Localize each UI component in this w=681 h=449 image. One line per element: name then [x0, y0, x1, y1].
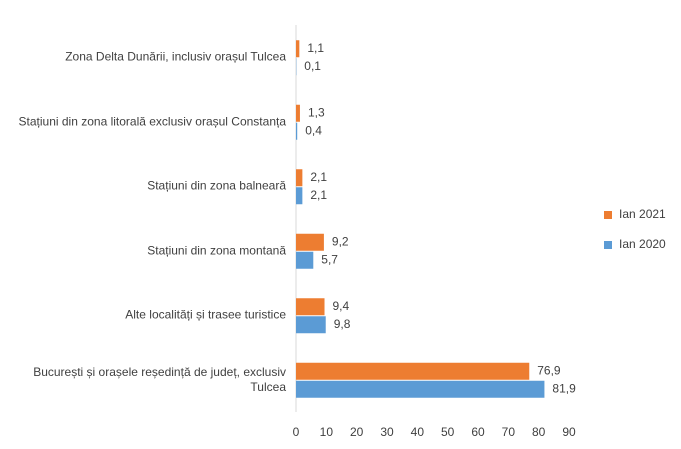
x-tick-label: 0: [293, 425, 300, 439]
legend-swatch: [604, 241, 612, 249]
legend-swatch: [604, 211, 612, 219]
value-label: 1,3: [308, 105, 325, 119]
bar: [296, 169, 303, 187]
bar: [296, 298, 325, 316]
value-label: 81,9: [552, 381, 576, 395]
legend-label: Ian 2020: [619, 237, 666, 251]
value-label: 9,4: [333, 299, 350, 313]
bar: [296, 122, 298, 140]
category-label: Stațiuni din zona balneară: [147, 178, 286, 193]
x-tick-label: 90: [562, 425, 576, 439]
value-label: 0,4: [305, 123, 322, 137]
x-tick-label: 60: [471, 425, 485, 439]
value-label: 9,8: [334, 317, 351, 331]
category-label: Stațiuni din zona litorală exclusiv oraș…: [18, 114, 286, 129]
x-tick-label: 40: [411, 425, 425, 439]
category-label: București și orașele reședință de județ,…: [33, 364, 286, 394]
bar: [296, 187, 303, 205]
bar: [296, 40, 300, 58]
value-label: 0,1: [304, 59, 321, 73]
x-tick-label: 20: [350, 425, 364, 439]
x-tick-label: 30: [380, 425, 394, 439]
value-label: 9,2: [332, 234, 349, 248]
category-label: Zona Delta Dunării, inclusiv orașul Tulc…: [65, 49, 286, 64]
bar: [296, 316, 326, 334]
category-label: Stațiuni din zona montană: [147, 243, 286, 258]
bar: [296, 233, 324, 251]
bar: [296, 104, 300, 122]
x-tick-label: 70: [502, 425, 516, 439]
bar: [296, 251, 314, 269]
x-tick-label: 80: [532, 425, 546, 439]
value-label: 2,1: [310, 188, 327, 202]
x-tick-label: 50: [441, 425, 455, 439]
value-label: 1,1: [307, 41, 324, 55]
bar: [296, 380, 545, 398]
bar: [296, 362, 530, 380]
value-label: 76,9: [537, 363, 561, 377]
legend-label: Ian 2021: [619, 207, 666, 221]
x-tick-label: 10: [320, 425, 334, 439]
category-label: Alte localități și trasee turistice: [125, 307, 286, 322]
value-label: 5,7: [321, 252, 338, 266]
value-label: 2,1: [310, 170, 327, 184]
